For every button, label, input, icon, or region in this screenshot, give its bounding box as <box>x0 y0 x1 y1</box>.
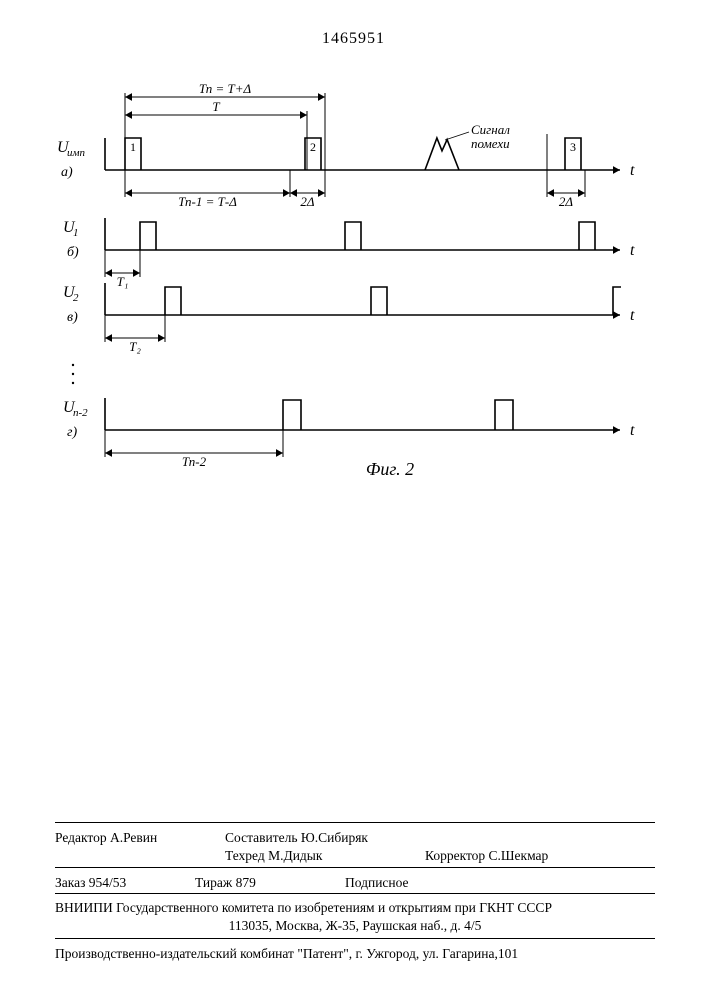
svg-text:помехи: помехи <box>471 136 510 151</box>
credits-row2: Техред М.Дидык Корректор С.Шекмар <box>55 846 655 866</box>
svg-text:1: 1 <box>130 140 136 154</box>
svg-text:t: t <box>630 307 635 324</box>
svg-text:t: t <box>630 242 635 259</box>
svg-text:Т₁: Т₁ <box>117 274 129 289</box>
techred: Техред М.Дидык <box>225 846 425 866</box>
svg-text:имп: имп <box>67 147 86 159</box>
svg-text:1: 1 <box>73 227 79 239</box>
order-line: Заказ 954/53 Тираж 879 Подписное <box>55 873 655 893</box>
svg-text:2Δ: 2Δ <box>300 194 315 209</box>
svg-text:б): б) <box>67 245 79 260</box>
corrector: Корректор С.Шекмар <box>425 846 655 866</box>
svg-text:Тп = Т+Δ: Тп = Т+Δ <box>199 81 252 96</box>
svg-text:3: 3 <box>570 140 576 154</box>
vniipi-addr: 113035, Москва, Ж-35, Раушская наб., д. … <box>55 916 655 936</box>
svg-text:2: 2 <box>310 140 316 154</box>
timing-diagram: tUимпа)123СигналпомехиТп = Т+ΔТТп-1 = Т-… <box>45 75 665 495</box>
svg-text:г): г) <box>67 425 77 440</box>
subscription: Подписное <box>345 873 655 893</box>
vniipi-line: ВНИИПИ Государственного комитета по изоб… <box>55 898 655 918</box>
doc-number: 1465951 <box>0 30 707 48</box>
svg-text:Сигнал: Сигнал <box>471 122 510 137</box>
credits-row1: Редактор А.Ревин Составитель Ю.Сибиряк <box>55 828 655 848</box>
svg-text:в): в) <box>67 310 78 325</box>
rule <box>55 867 655 868</box>
tirazh: Тираж 879 <box>195 873 345 893</box>
rule <box>55 822 655 823</box>
svg-text:t: t <box>630 162 635 179</box>
svg-text:Тп-1 = Т-Δ: Тп-1 = Т-Δ <box>178 194 237 209</box>
production-line: Производственно-издательский комбинат "П… <box>55 944 655 964</box>
svg-text:Т₂: Т₂ <box>129 339 141 354</box>
page: 1465951 tUимпа)123СигналпомехиТп = Т+ΔТТ… <box>0 0 707 1000</box>
order: Заказ 954/53 <box>55 873 195 893</box>
svg-text:Т: Т <box>212 99 220 114</box>
rule <box>55 938 655 939</box>
svg-text:а): а) <box>61 165 73 180</box>
compiler: Составитель Ю.Сибиряк <box>225 828 425 848</box>
svg-text:n-2: n-2 <box>73 407 88 419</box>
svg-text:Тп-2: Тп-2 <box>182 454 207 469</box>
svg-text:t: t <box>630 422 635 439</box>
svg-text:2Δ: 2Δ <box>559 194 574 209</box>
rule <box>55 893 655 894</box>
editor: Редактор А.Ревин <box>55 828 225 848</box>
svg-text:Фиг. 2: Фиг. 2 <box>366 459 414 479</box>
svg-text:2: 2 <box>73 292 79 304</box>
